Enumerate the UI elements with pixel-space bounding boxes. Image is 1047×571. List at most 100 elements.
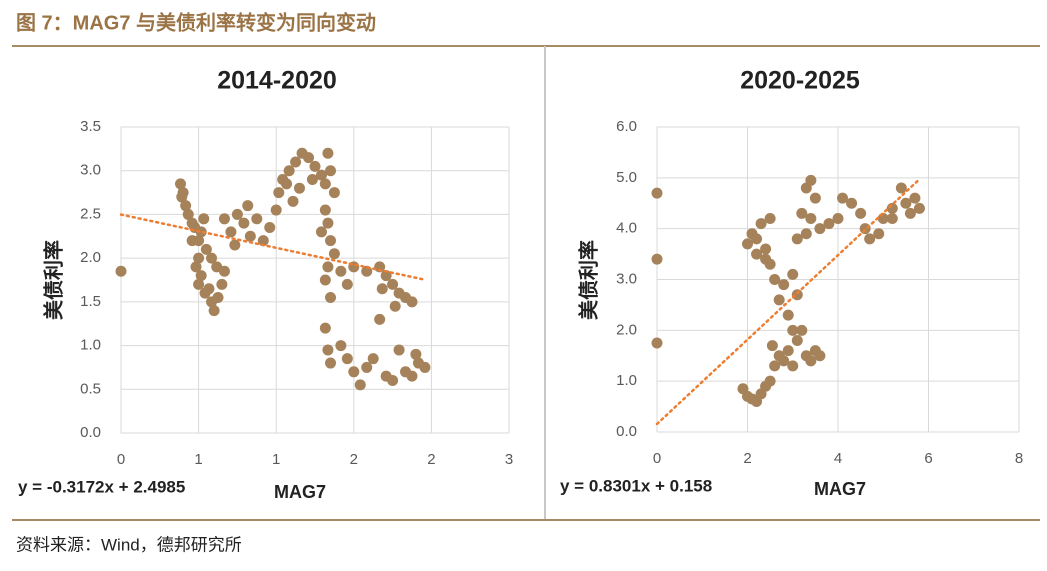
point: [769, 274, 781, 285]
point: [823, 218, 835, 230]
point: [846, 197, 858, 209]
point: [251, 213, 263, 225]
point: [328, 248, 340, 260]
point: [380, 270, 392, 282]
point: [200, 243, 212, 255]
x-tick-label: 1: [272, 451, 280, 468]
point: [769, 360, 781, 372]
point: [322, 147, 334, 159]
point: [387, 375, 399, 387]
point: [773, 294, 785, 306]
point: [208, 305, 220, 317]
y-tick-label: 3.5: [80, 118, 101, 135]
point: [787, 324, 799, 336]
x-tick-label: 8: [1015, 450, 1023, 467]
y-tick-label: 3.0: [80, 162, 101, 179]
point: [303, 152, 315, 164]
point: [900, 197, 912, 209]
point: [913, 202, 925, 214]
point: [287, 195, 299, 207]
trendline-equation: y = 0.8301x + 0.158: [560, 476, 712, 495]
point: [764, 375, 776, 387]
point: [764, 213, 776, 224]
point: [778, 355, 790, 367]
y-tick-label: 2.5: [80, 205, 101, 222]
point: [290, 156, 302, 168]
point: [182, 208, 194, 220]
point: [257, 235, 269, 247]
x-tick-label: 2: [427, 451, 435, 468]
point: [814, 350, 826, 362]
point: [864, 233, 876, 245]
point: [325, 357, 337, 369]
y-tick-label: 0.0: [80, 424, 101, 441]
point: [746, 228, 758, 240]
point: [198, 213, 210, 225]
x-tick-label: 3: [505, 451, 513, 468]
point: [335, 265, 347, 277]
point: [229, 239, 241, 251]
y-tick-label: 1.0: [80, 337, 101, 354]
x-tick-label: 4: [834, 450, 842, 467]
point: [837, 192, 849, 204]
point: [809, 192, 821, 204]
point: [651, 253, 663, 265]
point: [832, 213, 844, 224]
point: [367, 353, 379, 365]
point: [755, 218, 767, 230]
point: [180, 200, 192, 212]
point: [855, 207, 867, 219]
y-tick-label: 6.0: [616, 118, 637, 135]
point: [814, 223, 826, 235]
point: [216, 278, 228, 290]
point: [374, 313, 386, 325]
point: [760, 243, 772, 255]
point: [904, 207, 916, 219]
point: [325, 235, 337, 247]
point: [909, 192, 921, 204]
y-tick-label: 2.0: [616, 321, 637, 338]
point: [886, 213, 898, 224]
point: [406, 370, 418, 382]
point: [325, 291, 337, 303]
point: [766, 340, 778, 352]
point: [193, 235, 205, 247]
x-tick-label: 0: [117, 451, 125, 468]
point: [387, 278, 399, 290]
y-tick-label: 1.0: [616, 372, 637, 389]
y-tick-label: 3.0: [616, 270, 637, 287]
point: [341, 353, 353, 365]
point: [231, 208, 243, 220]
point: [796, 207, 808, 219]
point: [335, 340, 347, 352]
point: [190, 261, 202, 273]
point: [203, 283, 215, 295]
y-tick-label: 0.5: [80, 380, 101, 397]
point: [782, 345, 794, 357]
source: 资料来源：Wind，德邦研究所: [16, 535, 242, 554]
point: [319, 204, 331, 216]
point: [195, 270, 207, 282]
point: [782, 309, 794, 321]
point: [242, 200, 254, 212]
point: [376, 283, 388, 295]
point: [306, 173, 318, 185]
point: [873, 228, 885, 240]
chart-title: 2020-2025: [740, 67, 860, 95]
point: [751, 248, 763, 260]
point: [787, 268, 799, 280]
point: [244, 230, 256, 242]
point: [760, 253, 772, 265]
point: [264, 222, 276, 234]
point: [322, 261, 334, 273]
point: [319, 322, 331, 334]
point: [805, 213, 817, 224]
point: [791, 335, 803, 346]
point: [206, 252, 218, 264]
point: [319, 178, 331, 190]
point: [805, 355, 817, 367]
point: [341, 278, 353, 290]
point: [315, 226, 327, 238]
point: [322, 217, 334, 229]
point: [389, 300, 401, 312]
